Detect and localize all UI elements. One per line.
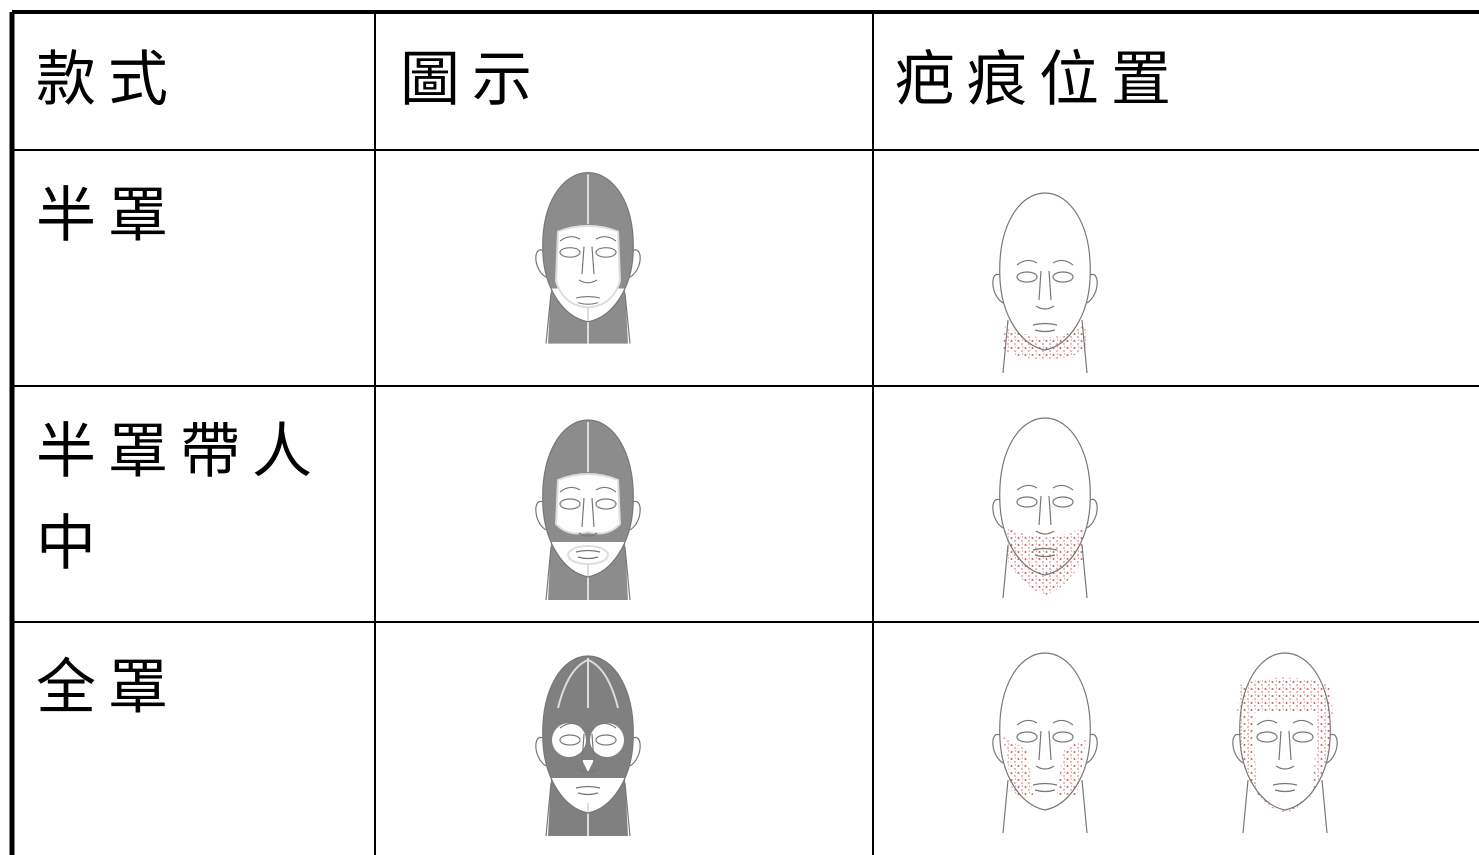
header-cell: 疤痕位置 [895,45,1183,115]
scar-philtrum-icon [992,417,1098,599]
scar-full-border-icon [1232,652,1338,834]
row-label: 半罩 [36,181,180,251]
row-label: 全罩 [36,653,180,723]
scar-full-front-icon [992,652,1098,834]
scar-half-icon [992,192,1098,374]
mask-philtrum-icon [535,419,641,601]
grid-lines [9,10,1479,855]
row-label: 半罩帶人中 [36,417,324,579]
header-cell: 款式 [36,45,180,115]
mask-half-icon [535,172,641,345]
mask-full-icon [535,655,641,837]
header-cell: 圖示 [400,45,544,115]
